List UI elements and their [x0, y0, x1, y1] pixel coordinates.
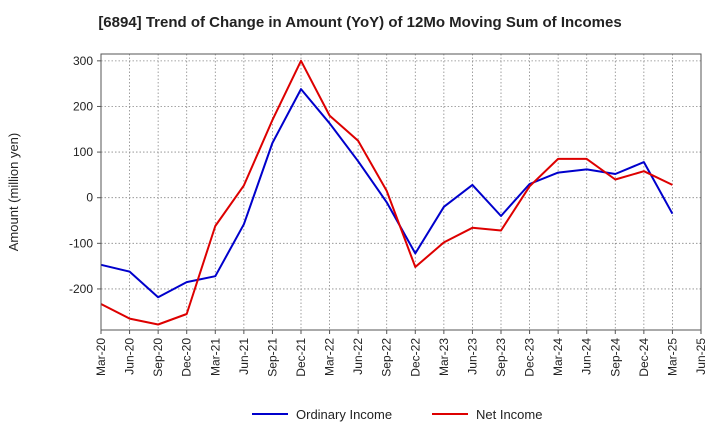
- x-tick-label: Sep-23: [494, 338, 508, 377]
- x-tick-label: Jun-23: [465, 338, 479, 375]
- legend-label: Net Income: [476, 407, 542, 422]
- x-tick-label: Mar-22: [323, 338, 337, 376]
- series-line-net-income: [100, 59, 673, 326]
- x-tick-label: Jun-20: [123, 338, 137, 375]
- y-axis-label: Amount (million yen): [6, 133, 21, 252]
- y-tick-label: 200: [73, 99, 93, 113]
- x-tick-label: Dec-20: [180, 338, 194, 377]
- x-tick-label: Sep-22: [380, 338, 394, 377]
- x-tick-label: Mar-21: [208, 338, 222, 376]
- y-tick-label: 100: [73, 145, 93, 159]
- x-axis-ticks: Mar-20 Jun-20 Sep-20 Dec-20 Mar-21 Jun-21 Sep-…: [94, 330, 708, 377]
- x-tick-label: Sep-24: [608, 338, 622, 377]
- y-tick-label: 0: [86, 191, 93, 205]
- x-tick-label: Mar-20: [94, 338, 108, 376]
- x-tick-label: Mar-25: [665, 338, 679, 376]
- legend: Ordinary Income Net Income: [252, 407, 542, 422]
- x-tick-label: Dec-23: [523, 338, 537, 377]
- x-tick-label: Jun-24: [580, 338, 594, 375]
- y-axis-ticks: 300 200 100 0 -100 -200: [69, 54, 101, 296]
- x-tick-label: Dec-24: [637, 338, 651, 377]
- x-tick-label: Mar-24: [551, 338, 565, 376]
- series-lines: [100, 59, 674, 326]
- series-line-ordinary-income: [100, 88, 674, 299]
- plot-frame: [100, 53, 702, 331]
- x-tick-label: Dec-21: [294, 338, 308, 377]
- grid-lines: [100, 54, 702, 330]
- x-tick-label: Sep-21: [265, 338, 279, 377]
- x-tick-label: Jun-22: [351, 338, 365, 375]
- y-tick-label: -100: [69, 236, 93, 250]
- y-tick-label: -200: [69, 282, 93, 296]
- x-tick-label: Jun-21: [237, 338, 251, 375]
- x-tick-label: Dec-22: [408, 338, 422, 377]
- legend-label: Ordinary Income: [296, 407, 392, 422]
- x-tick-label: Mar-23: [437, 338, 451, 376]
- x-tick-label: Sep-20: [151, 338, 165, 377]
- y-tick-label: 300: [73, 54, 93, 68]
- chart-title: [6894] Trend of Change in Amount (YoY) o…: [98, 14, 622, 31]
- x-tick-label: Jun-25: [694, 338, 708, 375]
